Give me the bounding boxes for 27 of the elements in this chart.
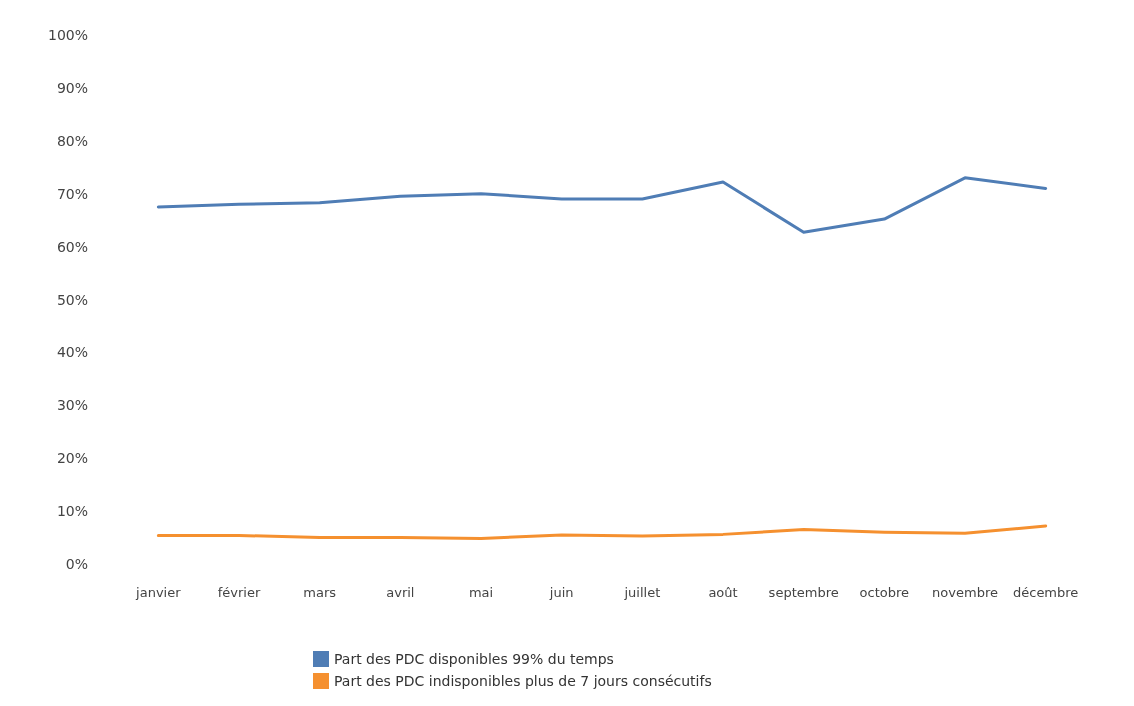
x-tick-label: août — [708, 585, 738, 600]
y-tick-label: 50% — [56, 291, 88, 308]
x-tick-label: septembre — [768, 585, 839, 600]
y-tick-label: 100% — [47, 27, 88, 43]
line-series — [156, 176, 1048, 234]
y-tick-label: 90% — [56, 79, 88, 96]
y-tick-label: 30% — [56, 397, 88, 414]
x-tick-label: mai — [468, 585, 494, 600]
y-tick-label: 10% — [56, 503, 88, 520]
x-tick-label: juillet — [623, 585, 661, 600]
legend-label: Part des PDC disponibles 99% du temps — [334, 651, 614, 667]
legend-label: Part des PDC indisponibles plus de 7 jours consécutifs — [334, 673, 712, 689]
y-tick-label: 80% — [56, 132, 88, 149]
x-tick-label: octobre — [859, 585, 910, 600]
y-tick-label: 40% — [56, 344, 88, 361]
y-tick-label: 70% — [56, 185, 88, 202]
y-tick-label: 20% — [56, 450, 88, 467]
y-tick-label: 60% — [56, 238, 88, 255]
y-tick-label: 0% — [65, 556, 88, 572]
line-series — [156, 524, 1048, 541]
x-tick-label: décembre — [1012, 585, 1079, 600]
x-tick-label: novembre — [932, 585, 998, 600]
x-tick-label: juin — [548, 585, 574, 600]
x-tick-label: janvier — [135, 585, 182, 600]
x-tick-label: mars — [303, 585, 337, 600]
x-tick-label: février — [217, 585, 261, 600]
x-tick-label: avril — [386, 585, 415, 600]
